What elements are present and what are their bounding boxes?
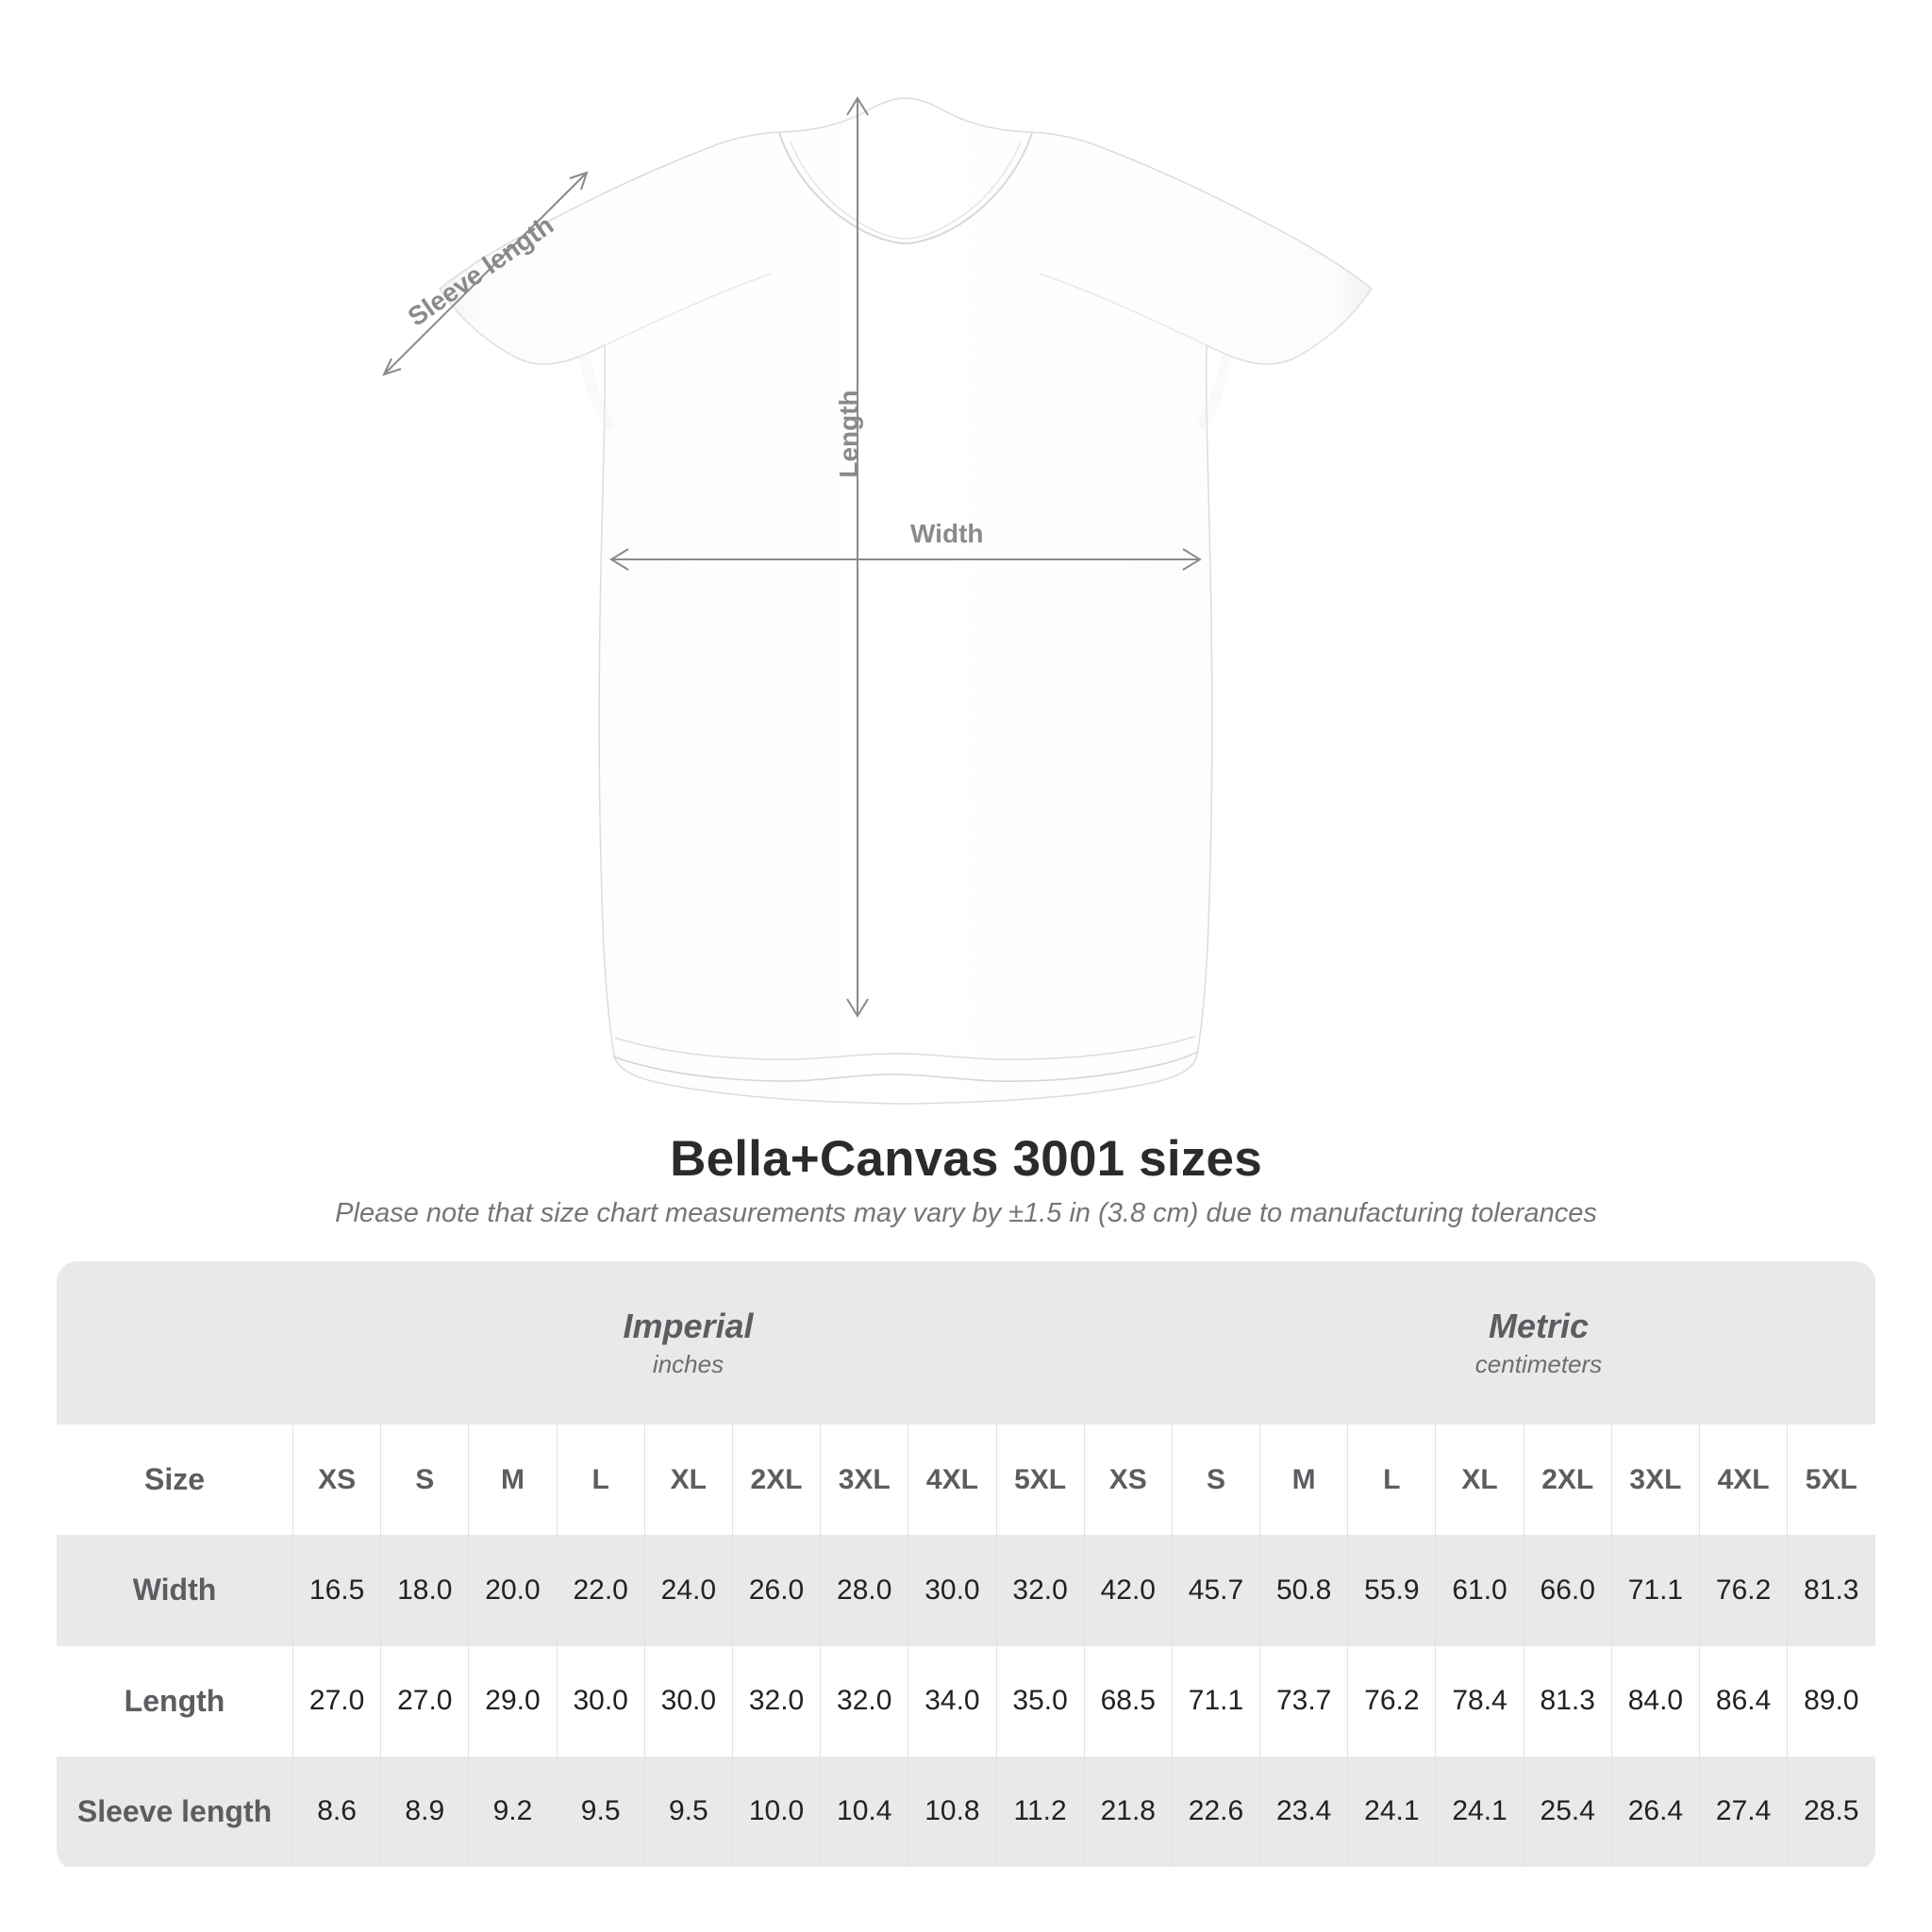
svg-text:Length: Length (834, 390, 863, 477)
svg-text:Width: Width (910, 519, 984, 548)
